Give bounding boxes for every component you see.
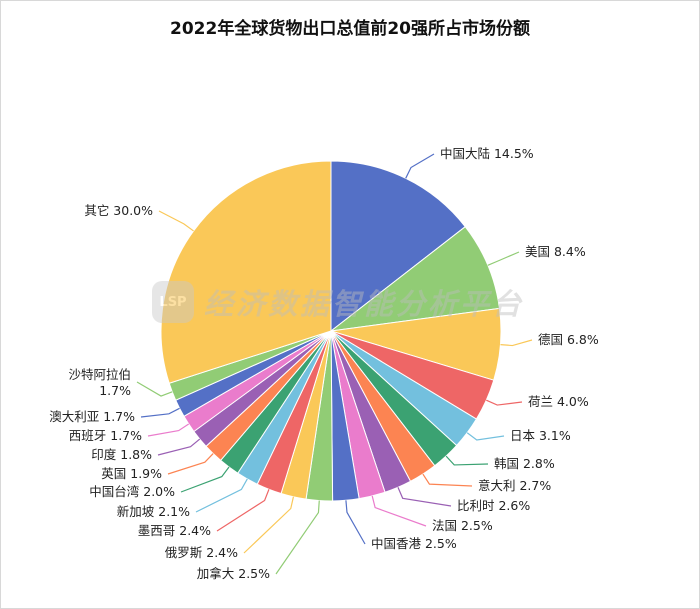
slice-labels: 中国大陆 14.5% 美国 8.4% 德国 6.8% 荷兰 4.0% 日本 3.1% 韩国… <box>49 146 599 581</box>
leader-line-12 <box>216 489 270 532</box>
leader-line-4 <box>466 432 505 441</box>
pie-slices <box>160 160 502 502</box>
slice-label-12: 墨西哥 2.4% <box>138 523 211 538</box>
slice-label-18: 澳大利亚 1.7% <box>49 409 135 424</box>
slice-label-19: 沙特阿拉伯 1.7% <box>68 367 131 398</box>
pie-slice-1 <box>329 225 501 332</box>
slice-label-17: 西班牙 1.7% <box>69 428 142 443</box>
watermark: LSP 经济数据智能分析平台 <box>152 280 524 324</box>
leader-line-14 <box>180 466 230 493</box>
slice-label-4: 日本 3.1% <box>510 428 571 443</box>
leader-line-10 <box>275 500 320 575</box>
slice-label-10: 加拿大 2.5% <box>197 566 270 581</box>
watermark-logo: LSP <box>152 281 194 323</box>
leader-lines <box>136 153 533 575</box>
slice-label-3: 荷兰 4.0% <box>528 394 589 409</box>
leader-line-6 <box>422 473 473 487</box>
leader-line-3 <box>486 399 523 406</box>
slice-label-13: 新加坡 2.1% <box>117 504 190 519</box>
slice-label-14: 中国台湾 2.0% <box>89 484 175 499</box>
leader-line-1 <box>487 251 520 266</box>
leader-line-20 <box>158 210 194 232</box>
watermark-text: 经济数据智能分析平台 <box>204 287 525 321</box>
leader-line-15 <box>167 453 214 475</box>
slice-label-0: 中国大陆 14.5% <box>440 146 534 161</box>
leader-line-8 <box>371 495 427 527</box>
leader-line-11 <box>243 496 295 554</box>
leader-line-17 <box>147 423 190 437</box>
chart-title: 2022年全球货物出口总值前20强所占市场份额 <box>170 19 530 39</box>
leader-line-2 <box>500 339 533 347</box>
leader-line-0 <box>405 153 435 179</box>
slice-label-11: 俄罗斯 2.4% <box>165 545 238 560</box>
slice-label-5: 韩国 2.8% <box>494 456 555 471</box>
leader-line-13 <box>195 478 248 513</box>
leader-line-19 <box>136 381 173 397</box>
slice-label-8: 法国 2.5% <box>432 518 493 533</box>
slice-label-20: 其它 30.0% <box>84 203 153 218</box>
slice-label-line: 沙特阿拉伯 <box>68 367 131 382</box>
slice-label-16: 印度 1.8% <box>91 447 152 462</box>
slice-label-15: 英国 1.9% <box>101 466 162 481</box>
leader-line-18 <box>140 407 180 418</box>
slice-label-7: 比利时 2.6% <box>457 498 530 513</box>
leader-line-16 <box>157 438 201 456</box>
slice-label-9: 中国香港 2.5% <box>371 536 457 551</box>
slice-label-1: 美国 8.4% <box>525 244 586 259</box>
slice-label-2: 德国 6.8% <box>538 332 599 347</box>
pie-slice-20 <box>160 160 332 384</box>
leader-line-5 <box>445 455 489 466</box>
leader-line-7 <box>397 487 452 507</box>
pie-slice-0 <box>330 160 466 333</box>
slice-label-line: 1.7% <box>99 383 131 398</box>
leader-line-9 <box>345 500 366 545</box>
slice-label-6: 意大利 2.7% <box>478 478 551 493</box>
